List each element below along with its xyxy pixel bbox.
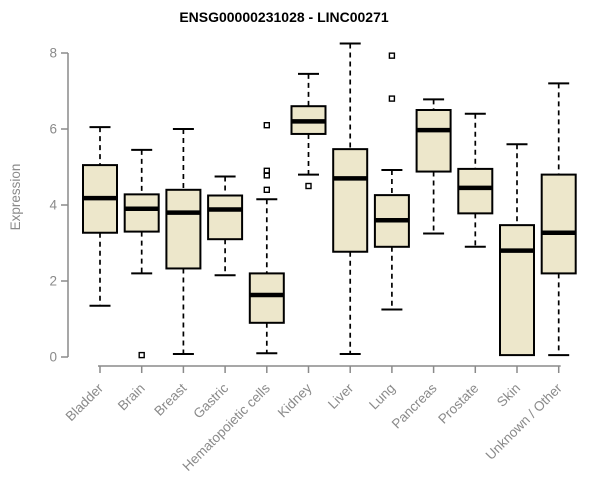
box-group xyxy=(82,126,118,307)
x-tick-label: Pancreas xyxy=(389,380,440,431)
y-axis-title: Expression xyxy=(8,164,23,231)
iqr-box xyxy=(540,173,577,275)
y-tick-label: 8 xyxy=(49,46,57,61)
box-group xyxy=(499,143,535,357)
y-tick-label: 2 xyxy=(49,274,57,289)
iqr-box xyxy=(457,167,494,215)
box-group xyxy=(332,42,369,355)
x-tick-label: Prostate xyxy=(435,381,481,427)
x-tick-label: Lung xyxy=(366,381,398,413)
box-group xyxy=(373,52,410,311)
outlier-point xyxy=(388,95,396,102)
box-group xyxy=(248,121,285,355)
box-group xyxy=(457,112,494,248)
x-tick-label: Kidney xyxy=(275,380,315,420)
x-tick-label: Skin xyxy=(494,381,523,410)
iqr-box xyxy=(207,194,244,241)
x-tick-label: Unknown / Other xyxy=(483,380,566,463)
box-group xyxy=(540,82,577,357)
outlier-point xyxy=(263,172,270,179)
y-tick-label: 0 xyxy=(49,350,57,365)
boxes-layer xyxy=(82,42,577,359)
box-group xyxy=(165,128,202,355)
x-tick-label: Bladder xyxy=(63,380,107,424)
iqr-box xyxy=(123,193,160,233)
box-group xyxy=(290,72,327,190)
outlier-point xyxy=(138,351,145,359)
x-tick-label: Breast xyxy=(151,380,189,418)
outlier-point xyxy=(263,121,270,129)
outlier-point xyxy=(388,52,396,59)
x-tick-label: Brain xyxy=(115,381,148,414)
iqr-box xyxy=(248,272,285,324)
outlier-point xyxy=(305,182,312,190)
box-group xyxy=(415,98,452,235)
outlier-point xyxy=(263,186,270,194)
y-tick-label: 6 xyxy=(49,122,57,137)
iqr-box xyxy=(165,188,202,270)
x-tick-label: Liver xyxy=(325,380,357,412)
box-group xyxy=(123,148,160,359)
chart-title: ENSG00000231028 - LINC00271 xyxy=(179,9,389,25)
iqr-box xyxy=(499,224,535,357)
box-group xyxy=(207,175,244,277)
iqr-box xyxy=(332,148,369,253)
iqr-box xyxy=(415,109,452,173)
x-tick-label: Gastric xyxy=(190,380,231,421)
y-tick-label: 4 xyxy=(49,198,57,213)
